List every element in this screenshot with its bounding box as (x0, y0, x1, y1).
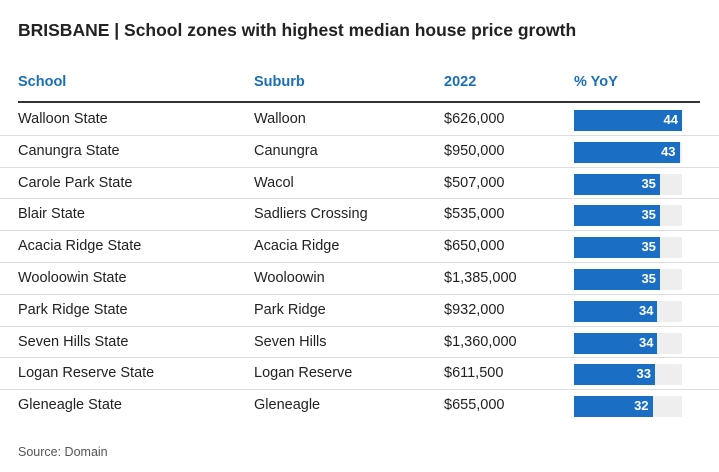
table-row: Walloon State Walloon $626,000 44 (0, 104, 719, 136)
bar-track: 35 (574, 205, 682, 227)
suburb-cell: Sadliers Crossing (254, 206, 368, 223)
table-row: Carole Park State Wacol $507,000 35 (0, 168, 719, 200)
bar-track: 32 (574, 396, 682, 418)
table-row: Blair State Sadliers Crossing $535,000 35 (0, 199, 719, 232)
table-row: Acacia Ridge State Acacia Ridge $650,000 35 (0, 231, 719, 263)
price-cell: $650,000 (444, 238, 505, 255)
yoy-bar: 33 (574, 364, 655, 386)
yoy-bar: 35 (574, 237, 660, 259)
suburb-cell: Gleneagle (254, 397, 321, 414)
suburb-cell: Wooloowin (254, 269, 325, 286)
bar-track: 35 (574, 268, 682, 290)
bar-track: 34 (574, 300, 682, 322)
table-header: School Suburb 2022 % YoY (0, 74, 719, 96)
suburb-cell: Park Ridge (254, 301, 326, 318)
column-header-suburb: Suburb (254, 74, 305, 90)
price-cell: $507,000 (444, 174, 505, 191)
bar-track: 35 (574, 237, 682, 259)
yoy-label: 35 (641, 239, 656, 255)
column-header-school: School (18, 74, 67, 90)
bar-track: 35 (574, 173, 682, 195)
school-cell: Walloon State (18, 111, 108, 127)
suburb-cell: Canungra (254, 142, 318, 159)
price-cell: $655,000 (444, 397, 505, 414)
school-cell: Carole Park State (18, 174, 133, 191)
bar-track: 34 (574, 332, 682, 354)
school-cell: Blair State (18, 206, 85, 223)
table-row: Gleneagle State Gleneagle $655,000 32 (0, 390, 719, 422)
table-row: Seven Hills State Seven Hills $1,360,000 34 (0, 327, 719, 359)
school-cell: Canungra State (18, 142, 120, 159)
table-row: Logan Reserve State Logan Reserve $611,500… (0, 358, 719, 391)
yoy-bar: 35 (574, 205, 660, 227)
school-cell: Acacia Ridge State (18, 238, 142, 255)
school-cell: Logan Reserve State (18, 365, 155, 382)
school-cell: Park Ridge State (18, 301, 128, 318)
column-header-year: 2022 (444, 74, 477, 90)
yoy-label: 33 (636, 366, 651, 382)
yoy-bar: 34 (574, 332, 658, 354)
price-cell: $535,000 (444, 206, 505, 223)
yoy-label: 35 (641, 175, 656, 191)
suburb-cell: Walloon (254, 111, 306, 127)
yoy-label: 43 (661, 143, 676, 159)
price-cell: $1,385,000 (444, 269, 517, 286)
school-cell: Seven Hills State (18, 333, 129, 350)
yoy-label: 32 (634, 398, 649, 414)
price-cell: $611,500 (444, 365, 504, 382)
table-body: Walloon State Walloon $626,000 44 Canungra S… (0, 104, 719, 422)
bar-track: 43 (574, 141, 682, 163)
yoy-label: 44 (663, 112, 678, 127)
yoy-label: 34 (638, 302, 654, 318)
column-header-yoy: % YoY (574, 74, 618, 90)
suburb-cell: Acacia Ridge (254, 238, 340, 255)
yoy-bar: 32 (574, 396, 653, 418)
suburb-cell: Seven Hills (254, 333, 327, 350)
chart-title: BRISBANE | School zones with highest med… (18, 20, 577, 40)
price-cell: $932,000 (444, 301, 505, 318)
price-cell: $626,000 (444, 111, 505, 127)
yoy-label: 34 (638, 334, 654, 350)
source-note: Source: Domain (18, 445, 108, 459)
suburb-cell: Logan Reserve (254, 365, 353, 382)
yoy-bar: 44 (574, 110, 682, 131)
school-cell: Wooloowin State (18, 269, 127, 286)
table-row: Park Ridge State Park Ridge $932,000 34 (0, 295, 719, 327)
yoy-bar: 43 (574, 141, 680, 163)
header-divider (18, 101, 700, 103)
bar-track: 44 (574, 110, 682, 131)
school-cell: Gleneagle State (18, 397, 122, 414)
suburb-cell: Wacol (254, 174, 294, 191)
yoy-bar: 35 (574, 173, 660, 195)
price-cell: $950,000 (444, 142, 505, 159)
table-row: Canungra State Canungra $950,000 43 (0, 136, 719, 168)
price-cell: $1,360,000 (444, 333, 517, 350)
yoy-label: 35 (641, 270, 656, 286)
yoy-bar: 34 (574, 300, 658, 322)
yoy-label: 35 (641, 207, 656, 223)
table-row: Wooloowin State Wooloowin $1,385,000 35 (0, 263, 719, 295)
bar-track: 33 (574, 364, 682, 386)
yoy-bar: 35 (574, 268, 660, 290)
